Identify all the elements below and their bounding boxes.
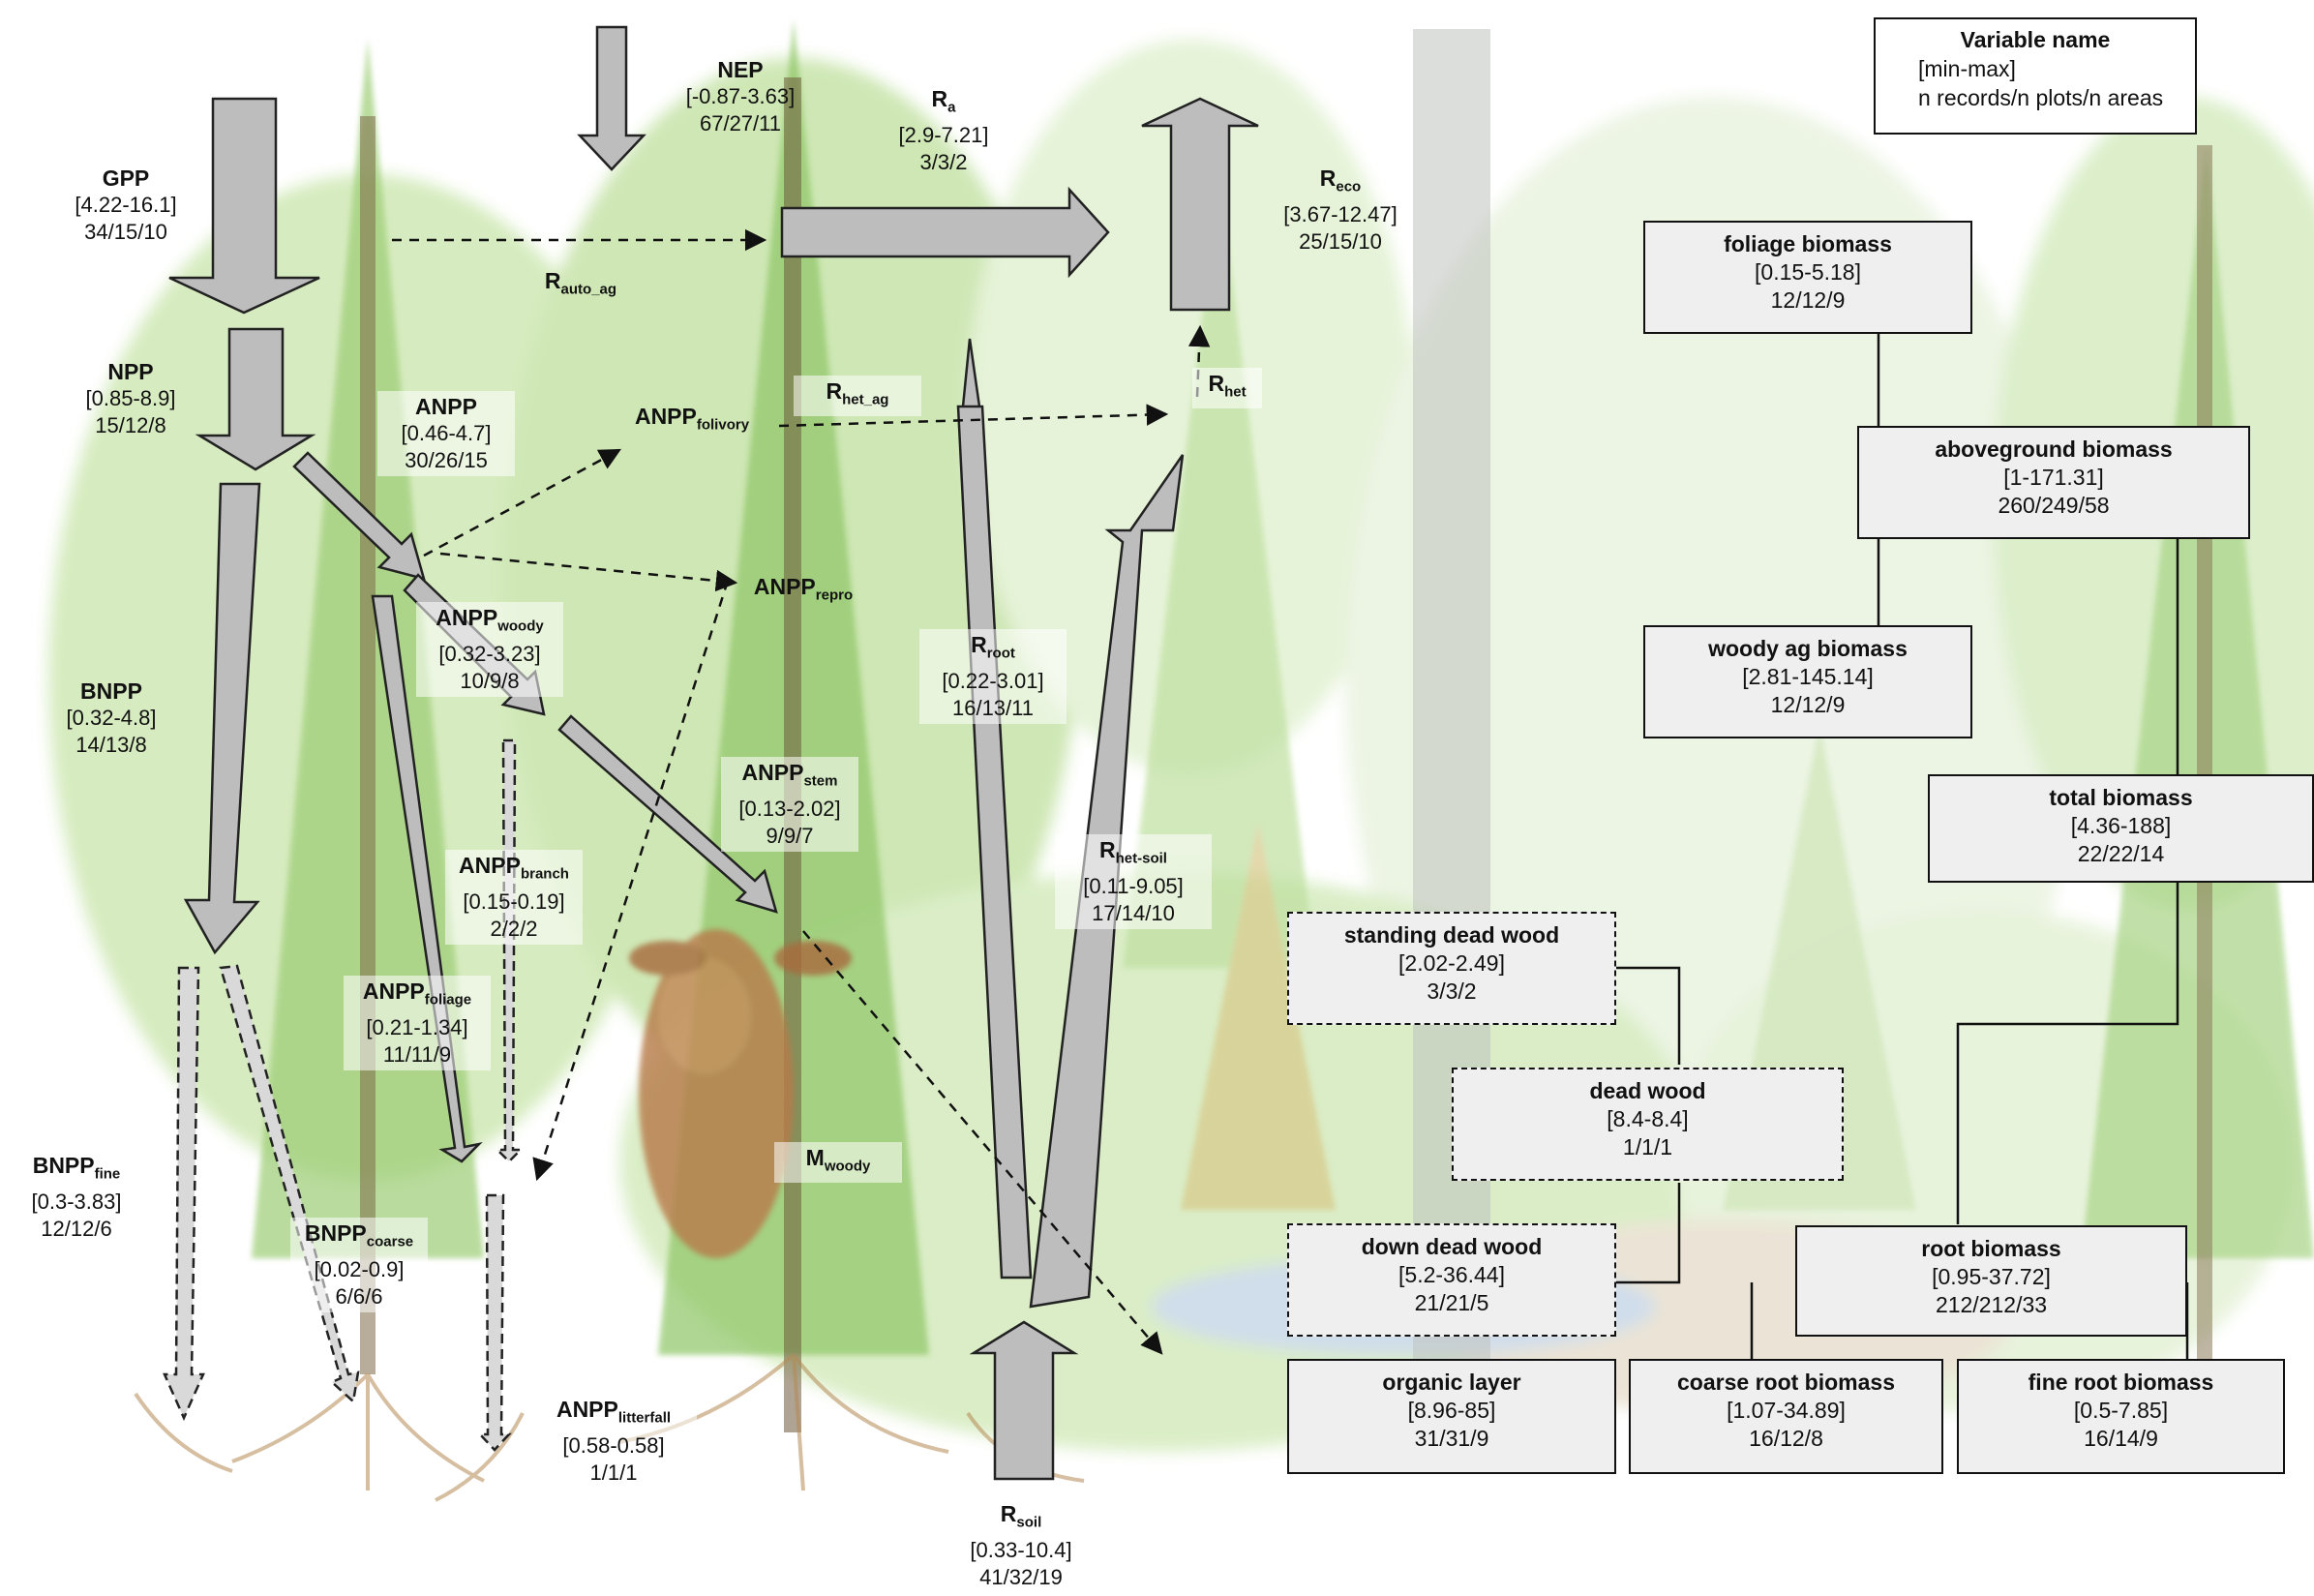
box-woody-ag-biomass: woody ag biomass [2.81-145.14] 12/12/9 — [1643, 625, 1972, 738]
box-foliage-biomass: foliage biomass [0.15-5.18] 12/12/9 — [1643, 221, 1972, 334]
folivory-to-rhet-dashed — [778, 404, 1169, 428]
box-coarse-root-biomass: coarse root biomass [1.07-34.89] 16/12/8 — [1629, 1359, 1943, 1474]
anpp-to-folivory-dashed — [423, 448, 621, 557]
label-anpp: ANPP [0.46-4.7] 30/26/15 — [377, 391, 515, 476]
legend-title: Variable name — [1960, 27, 2111, 52]
label-bnpp: BNPP [0.32-4.8] 14/13/8 — [66, 678, 157, 757]
label-rhet: Rhet — [1192, 368, 1262, 408]
label-gpp: GPP [4.22-16.1] 34/15/10 — [75, 166, 177, 244]
gpp-arrow — [168, 97, 320, 315]
label-rhet-ag: Rhet_ag — [794, 376, 921, 416]
legend-box: Variable name [min-max] n records/n plot… — [1874, 17, 2197, 135]
anpp-litterfall-arrow — [477, 1193, 512, 1452]
label-ra: Ra [2.9-7.21] 3/3/2 — [898, 86, 989, 174]
mwoody-to-soil-dashed — [802, 930, 1163, 1355]
legend-range-line: [min-max] — [1918, 56, 2016, 81]
anpp-stem-arrow — [557, 714, 778, 914]
label-rroot: Rroot [0.22-3.01] 16/13/11 — [919, 629, 1067, 724]
label-nep: NEP [-0.87-3.63] 67/27/11 — [685, 57, 796, 136]
box-aboveground-biomass: aboveground biomass [1-171.31] 260/249/5… — [1857, 426, 2250, 539]
label-bnpp-coarse: BNPPcoarse [0.02-0.9] 6/6/6 — [290, 1218, 428, 1312]
anpp-arrow — [292, 451, 426, 581]
label-anpp-stem: ANPPstem [0.13-2.02] 9/9/7 — [721, 757, 858, 852]
bnpp-arrow — [183, 482, 261, 955]
label-rsoil: Rsoil [0.33-10.4] 41/32/19 — [970, 1501, 1072, 1589]
rhet-to-reco-dashed — [1187, 324, 1211, 398]
rroot-arrow — [956, 338, 1033, 1280]
repro-to-litterfall-dashed — [532, 580, 730, 1182]
stock-connectors — [1616, 334, 2189, 1360]
label-anpp-repro: ANPPrepro — [753, 574, 854, 604]
bnpp-fine-arrow — [163, 966, 205, 1422]
box-down-dead-wood: down dead wood [5.2-36.44] 21/21/5 — [1287, 1223, 1616, 1337]
label-anpp-woody: ANPPwoody [0.32-3.23] 10/9/8 — [416, 602, 563, 697]
npp-arrow — [195, 327, 316, 471]
bnpp-coarse-arrow — [219, 964, 360, 1404]
label-npp: NPP [0.85-8.9] 15/12/8 — [85, 359, 176, 437]
anpp-foliage-arrow — [371, 594, 483, 1163]
label-anpp-folivory: ANPPfolivory — [634, 404, 750, 434]
rauto-ag-arrow — [780, 186, 1110, 279]
anpp-to-repro-dashed — [439, 552, 738, 592]
anpp-branch-arrow — [494, 738, 525, 1163]
label-mwoody: Mwoody — [774, 1142, 902, 1183]
legend-counts-line: n records/n plots/n areas — [1918, 85, 2164, 110]
box-standing-dead-wood: standing dead wood [2.02-2.49] 3/3/2 — [1287, 912, 1616, 1025]
label-rauto-ag: Rauto_ag — [544, 268, 617, 298]
label-anpp-branch: ANPPbranch [0.15-0.19] 2/2/2 — [445, 850, 583, 945]
box-dead-wood: dead wood [8.4-8.4] 1/1/1 — [1452, 1068, 1844, 1181]
box-total-biomass: total biomass [4.36-188] 22/22/14 — [1928, 774, 2314, 883]
label-bnpp-fine: BNPPfine [0.3-3.83] 12/12/6 — [31, 1153, 122, 1241]
nep-arrow — [577, 25, 646, 171]
box-root-biomass: root biomass [0.95-37.72] 212/212/33 — [1795, 1225, 2187, 1337]
reco-arrow — [1141, 97, 1259, 312]
label-anpp-foliage: ANPPfoliage [0.21-1.34] 11/11/9 — [344, 976, 491, 1070]
label-anpp-litterfall: ANPPlitterfall [0.58-0.58] 1/1/1 — [530, 1394, 697, 1489]
box-fine-root-biomass: fine root biomass [0.5-7.85] 16/14/9 — [1957, 1359, 2285, 1474]
box-organic-layer: organic layer [8.96-85] 31/31/9 — [1287, 1359, 1616, 1474]
label-rhet-soil: Rhet-soil [0.11-9.05] 17/14/10 — [1055, 834, 1212, 929]
rsoil-arrow — [969, 1320, 1079, 1481]
label-reco: Reco [3.67-12.47] 25/15/10 — [1283, 166, 1397, 254]
